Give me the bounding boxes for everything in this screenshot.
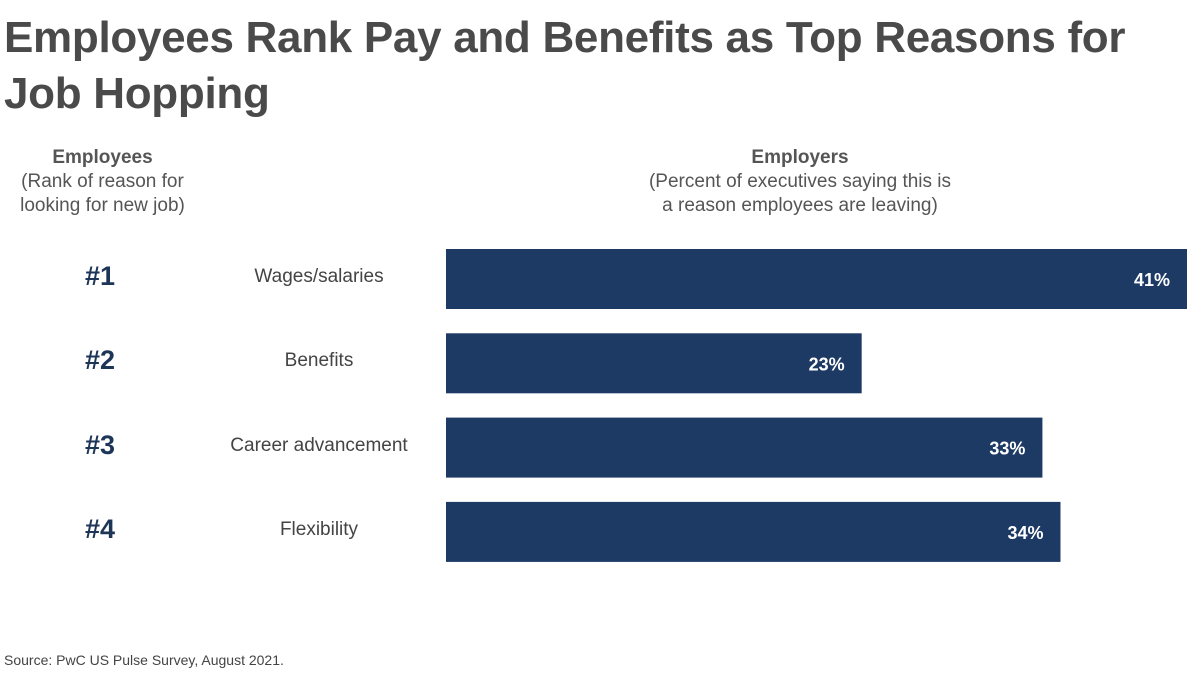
bar (446, 249, 1187, 309)
rank-label: #3 (84, 429, 116, 460)
employers-header: Employers (Percent of executives saying … (550, 146, 1050, 218)
employees-header-sub2: looking for new job) (20, 195, 185, 216)
data-label: 33% (989, 439, 1025, 459)
data-label: 34% (1007, 523, 1043, 543)
data-label: 41% (1134, 270, 1170, 290)
category-label: Career advancement (230, 434, 408, 456)
rank-label: #4 (84, 513, 116, 544)
data-label: 23% (809, 354, 845, 374)
bar (446, 333, 862, 394)
employers-header-sub1: (Percent of executives saying this is (648, 171, 952, 192)
category-label: Benefits (284, 350, 354, 372)
rank-label: #2 (84, 345, 116, 376)
category-label: Flexibility (279, 518, 359, 540)
category-label: Wages/salaries (254, 266, 384, 287)
employees-header-sub1: (Rank of reason for (21, 171, 184, 192)
bar (446, 417, 1043, 478)
employers-header-sub2: a reason employees are leaving) (662, 195, 938, 216)
employers-header-title: Employers (751, 147, 849, 168)
employees-header-title: Employees (52, 147, 153, 168)
bar (446, 501, 1061, 562)
source-note: Source: PwC US Pulse Survey, August 2021… (4, 652, 284, 668)
rank-label: #1 (84, 261, 116, 291)
employees-header: Employees (Rank of reason for looking fo… (0, 146, 205, 218)
chart-title: Employees Rank Pay and Benefits as Top R… (4, 13, 1126, 118)
